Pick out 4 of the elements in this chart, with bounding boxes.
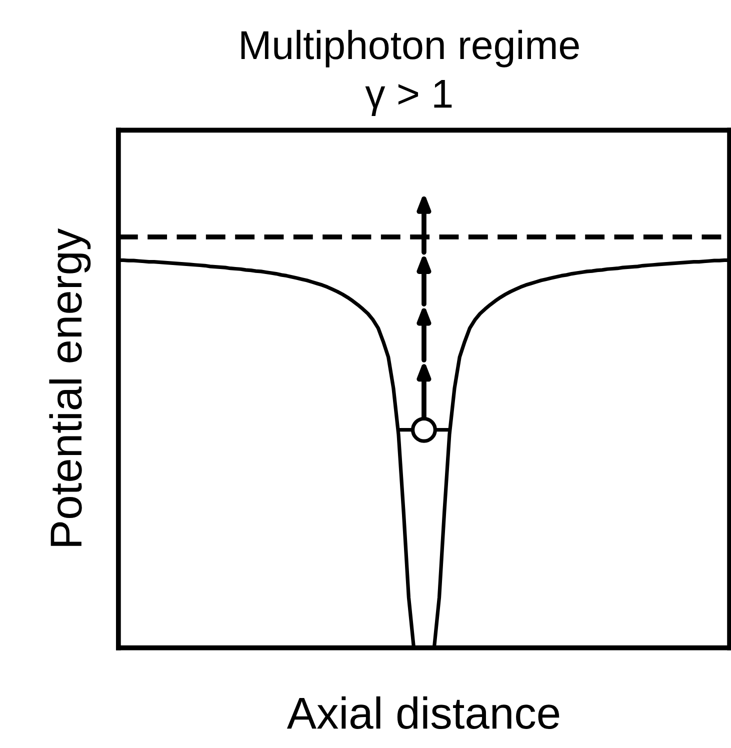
chart-title: Multiphoton regime bbox=[241, 30, 579, 68]
chart-subtitle: γ > 1 bbox=[365, 80, 452, 116]
x-axis-title: Axial distance bbox=[286, 696, 560, 730]
y-axis-title: Potential energy bbox=[49, 228, 91, 546]
